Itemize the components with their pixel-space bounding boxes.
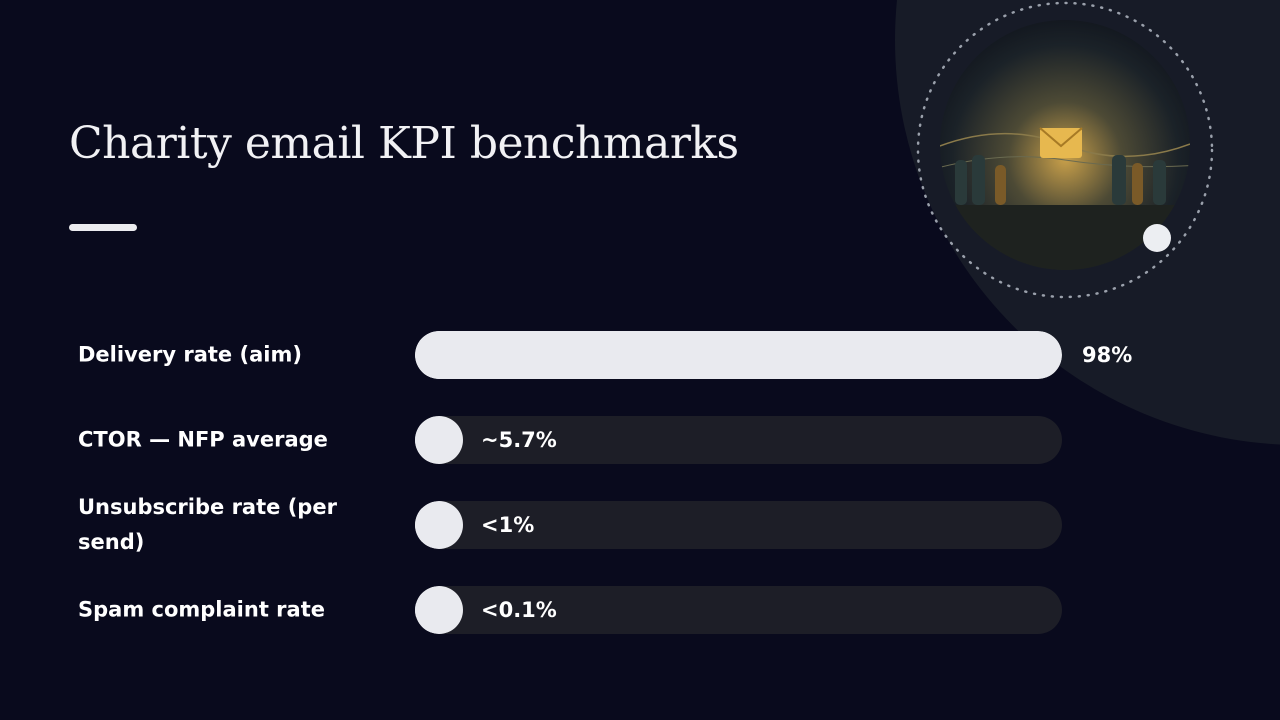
bar xyxy=(415,586,416,634)
category-label: Unsubscribe rate (per send) xyxy=(78,495,337,554)
bar-track xyxy=(415,331,1062,379)
category-label: Delivery rate (aim) xyxy=(78,342,302,367)
bar xyxy=(415,331,1062,379)
category-label: Spam complaint rate xyxy=(78,597,325,622)
chart-title: Charity email KPI benchmarks xyxy=(69,118,739,169)
value-label: <1% xyxy=(481,513,535,537)
illustration xyxy=(940,20,1190,270)
bar-track xyxy=(415,501,1062,549)
bar xyxy=(415,416,453,464)
bar-cap xyxy=(415,501,463,549)
accent-dot xyxy=(1143,224,1171,252)
bar-cap xyxy=(415,586,463,634)
title-underline xyxy=(69,224,137,231)
value-label: <0.1% xyxy=(481,598,557,622)
bar-track xyxy=(415,586,1062,634)
bar xyxy=(415,501,422,549)
category-label: CTOR — NFP average xyxy=(78,427,328,452)
bar-track xyxy=(415,416,1062,464)
dotted-ring xyxy=(916,1,1214,299)
value-label: 98% xyxy=(1082,343,1133,367)
value-label: ~5.7% xyxy=(481,428,557,452)
